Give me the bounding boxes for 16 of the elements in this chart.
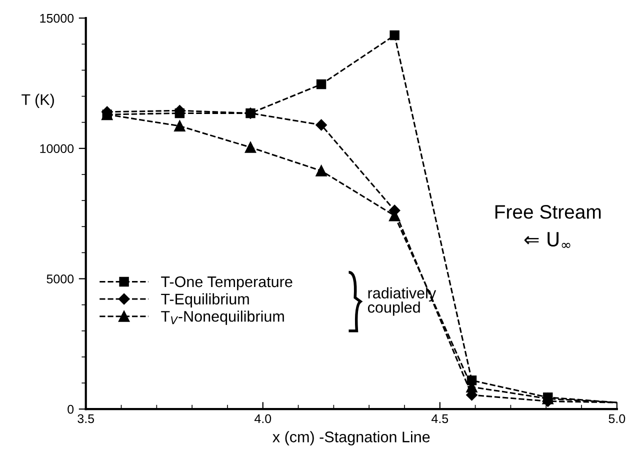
y-tick-label: 5000 [46,274,74,284]
x-axis-title: x (cm) -Stagnation Line [272,431,430,446]
legend-label: T-Equilibrium [161,293,249,308]
annotation: radiatively coupled [368,287,436,316]
y-tick-label: 15000 [40,14,74,23]
x-tick-label: 5.0 [608,414,626,424]
x-tick-label: 4.5 [432,414,448,424]
x-tick-label: 4.0 [254,414,272,424]
annotation: Free Stream [495,205,601,219]
legend-label: T$_{V}$-Nonequilibrium [161,310,284,325]
y-axis-title: T (K) [22,94,54,108]
legend-label: T-One Temperature [161,276,292,290]
x-tick-label: 3.5 [78,414,94,424]
y-tick-label: 10000 [40,144,74,154]
y-tick-label: 0 [68,404,74,414]
annotation: ⇐ U$_{∞}$ [524,232,570,248]
